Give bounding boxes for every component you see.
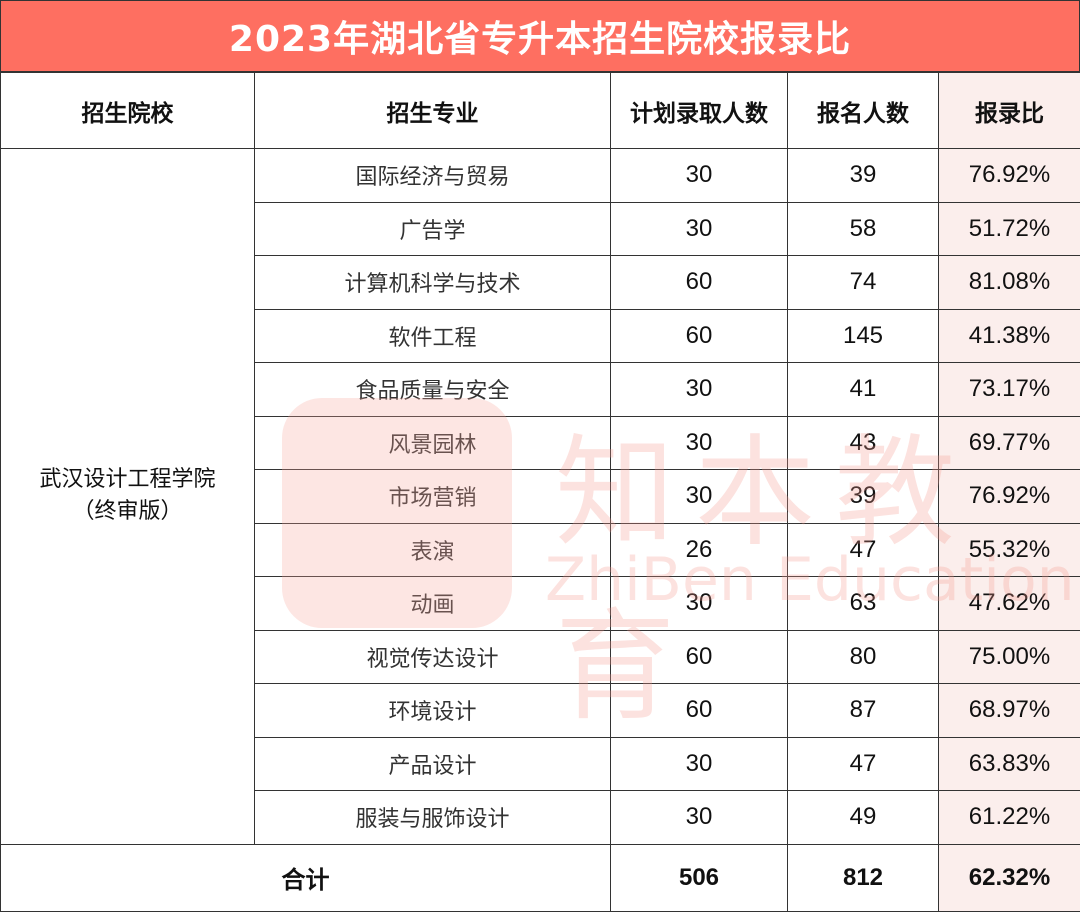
applicants-cell: 63 — [788, 577, 939, 631]
plan-cell: 30 — [611, 416, 788, 470]
header-ratio: 报录比 — [939, 73, 1080, 149]
ratio-cell: 76.92% — [939, 470, 1080, 524]
plan-cell: 30 — [611, 470, 788, 524]
ratio-cell: 73.17% — [939, 363, 1080, 417]
header-plan: 计划录取人数 — [611, 73, 788, 149]
admission-ratio-table: 招生院校 招生专业 计划录取人数 报名人数 报录比 武汉设计工程学院（终审版）国… — [0, 72, 1080, 912]
applicants-cell: 49 — [788, 791, 939, 845]
total-applicants: 812 — [788, 844, 939, 911]
header-major: 招生专业 — [255, 73, 611, 149]
major-cell: 国际经济与贸易 — [255, 149, 611, 203]
plan-cell: 60 — [611, 309, 788, 363]
applicants-cell: 145 — [788, 309, 939, 363]
plan-cell: 60 — [611, 684, 788, 738]
school-note: （终审版） — [1, 496, 254, 528]
header-row: 招生院校 招生专业 计划录取人数 报名人数 报录比 — [1, 73, 1080, 149]
applicants-cell: 41 — [788, 363, 939, 417]
applicants-cell: 74 — [788, 256, 939, 310]
plan-cell: 30 — [611, 791, 788, 845]
plan-cell: 60 — [611, 256, 788, 310]
major-cell: 食品质量与安全 — [255, 363, 611, 417]
ratio-cell: 81.08% — [939, 256, 1080, 310]
major-cell: 市场营销 — [255, 470, 611, 524]
plan-cell: 60 — [611, 630, 788, 684]
ratio-cell: 47.62% — [939, 577, 1080, 631]
plan-cell: 30 — [611, 577, 788, 631]
ratio-cell: 55.32% — [939, 523, 1080, 577]
total-label: 合计 — [1, 844, 611, 911]
school-name: 武汉设计工程学院 — [1, 464, 254, 496]
major-cell: 服装与服饰设计 — [255, 791, 611, 845]
applicants-cell: 58 — [788, 202, 939, 256]
applicants-cell: 80 — [788, 630, 939, 684]
applicants-cell: 39 — [788, 470, 939, 524]
school-cell: 武汉设计工程学院（终审版） — [1, 149, 255, 845]
ratio-cell: 68.97% — [939, 684, 1080, 738]
ratio-cell: 41.38% — [939, 309, 1080, 363]
ratio-cell: 75.00% — [939, 630, 1080, 684]
total-ratio: 62.32% — [939, 844, 1080, 911]
plan-cell: 30 — [611, 202, 788, 256]
header-school: 招生院校 — [1, 73, 255, 149]
major-cell: 广告学 — [255, 202, 611, 256]
applicants-cell: 47 — [788, 523, 939, 577]
ratio-cell: 51.72% — [939, 202, 1080, 256]
major-cell: 软件工程 — [255, 309, 611, 363]
plan-cell: 30 — [611, 149, 788, 203]
header-applicants: 报名人数 — [788, 73, 939, 149]
applicants-cell: 87 — [788, 684, 939, 738]
applicants-cell: 43 — [788, 416, 939, 470]
total-plan: 506 — [611, 844, 788, 911]
major-cell: 环境设计 — [255, 684, 611, 738]
major-cell: 产品设计 — [255, 737, 611, 791]
total-row: 合计 506 812 62.32% — [1, 844, 1080, 911]
ratio-cell: 76.92% — [939, 149, 1080, 203]
major-cell: 表演 — [255, 523, 611, 577]
plan-cell: 30 — [611, 737, 788, 791]
applicants-cell: 47 — [788, 737, 939, 791]
ratio-cell: 61.22% — [939, 791, 1080, 845]
plan-cell: 26 — [611, 523, 788, 577]
ratio-cell: 63.83% — [939, 737, 1080, 791]
major-cell: 动画 — [255, 577, 611, 631]
applicants-cell: 39 — [788, 149, 939, 203]
plan-cell: 30 — [611, 363, 788, 417]
major-cell: 视觉传达设计 — [255, 630, 611, 684]
ratio-cell: 69.77% — [939, 416, 1080, 470]
page-title: 2023年湖北省专升本招生院校报录比 — [0, 0, 1080, 72]
major-cell: 风景园林 — [255, 416, 611, 470]
major-cell: 计算机科学与技术 — [255, 256, 611, 310]
